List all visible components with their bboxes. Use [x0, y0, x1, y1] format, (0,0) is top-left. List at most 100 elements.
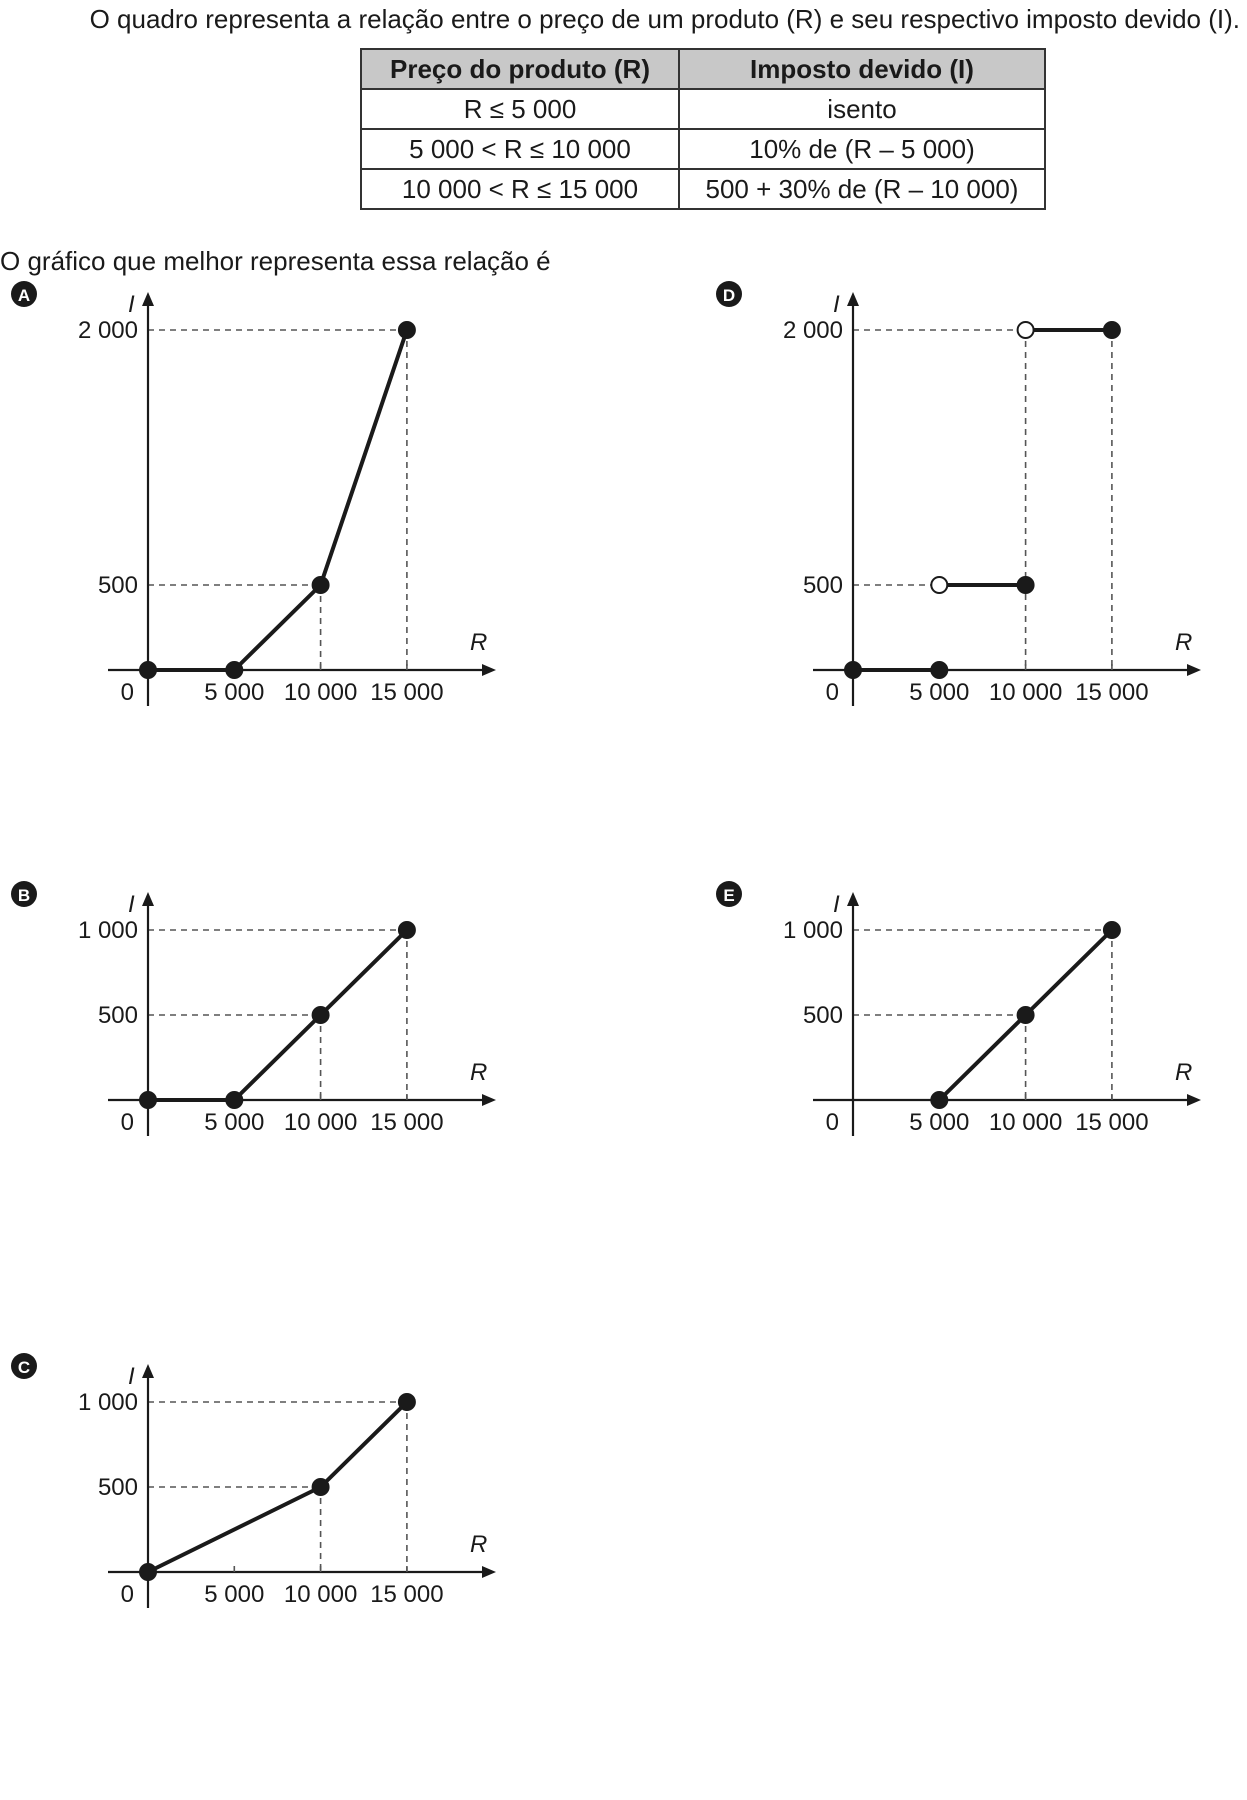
option-chart-svg: D I R 0 500 2 000 5 000 10 000 15 000: [716, 281, 1201, 706]
x-tick-label: 10 000: [284, 1581, 357, 1608]
table-cell: 10% de (R – 5 000): [678, 128, 1046, 170]
option-e-chart[interactable]: E I R 0 500 1 000 5 000 10 000 15 000: [705, 881, 1225, 1328]
y-tick-label: 2 000: [78, 317, 138, 344]
x-axis-arrow: [1187, 664, 1201, 676]
data-point-filled: [1016, 1006, 1035, 1024]
x-axis-arrow: [1187, 1094, 1201, 1106]
x-tick-label: 15 000: [370, 1109, 443, 1136]
y-tick-label: 500: [803, 1002, 843, 1029]
option-badge-letter: D: [723, 286, 735, 305]
data-point-filled: [139, 661, 157, 679]
data-point-open: [1016, 321, 1035, 339]
y-tick-label: 1 000: [783, 917, 843, 944]
y-axis-arrow: [142, 292, 154, 306]
x-tick-label: 15 000: [370, 679, 443, 706]
x-tick-label: 10 000: [284, 679, 357, 706]
data-line-segment: [148, 928, 409, 1102]
x-axis-arrow: [482, 1566, 496, 1578]
data-point-filled: [139, 1563, 157, 1581]
data-point-filled: [397, 1393, 416, 1411]
x-tick-label: 10 000: [284, 1109, 357, 1136]
x-tick-label: 15 000: [370, 1581, 443, 1608]
table-row: 5 000 < R ≤ 10 000 10% de (R – 5 000): [360, 128, 1046, 170]
data-point-open: [930, 576, 949, 594]
y-axis-label: I: [128, 891, 135, 918]
x-tick-label: 15 000: [1075, 679, 1148, 706]
x-axis-label: R: [1175, 629, 1192, 656]
option-badge-letter: A: [18, 286, 30, 305]
y-axis-label: I: [128, 291, 135, 318]
origin-label: 0: [826, 1109, 839, 1136]
table-row: 10 000 < R ≤ 15 000 500 + 30% de (R – 10…: [360, 168, 1046, 210]
option-chart-svg: E I R 0 500 1 000 5 000 10 000 15 000: [716, 881, 1201, 1136]
x-tick-label: 5 000: [204, 1581, 264, 1608]
option-chart-svg: C I R 0 500 1 000 5 000 10 000 15 000: [11, 1353, 496, 1608]
y-axis-label: I: [833, 891, 840, 918]
x-tick-label: 10 000: [989, 679, 1062, 706]
table-header-row: Preço do produto (R) Imposto devido (I): [360, 48, 1046, 90]
table-cell: isento: [678, 88, 1046, 130]
option-badge-circle: [716, 281, 742, 307]
x-tick-label: 10 000: [989, 1109, 1062, 1136]
option-a-chart[interactable]: A I R 0 500 2 000 5 000 10 000 15 000: [0, 281, 520, 728]
x-tick-label: 5 000: [204, 679, 264, 706]
table-cell: 500 + 30% de (R – 10 000): [678, 168, 1046, 210]
y-tick-label: 500: [803, 572, 843, 599]
option-badge-letter: E: [723, 886, 734, 905]
y-tick-label: 500: [98, 1474, 138, 1501]
y-axis-label: I: [833, 291, 840, 318]
tax-table: Preço do produto (R) Imposto devido (I) …: [360, 48, 1046, 210]
x-axis-arrow: [482, 664, 496, 676]
data-point-filled: [311, 576, 330, 594]
origin-label: 0: [121, 679, 134, 706]
x-axis-label: R: [470, 629, 487, 656]
y-axis-arrow: [847, 892, 859, 906]
option-chart-svg: A I R 0 500 2 000 5 000 10 000 15 000: [11, 281, 496, 706]
y-tick-label: 500: [98, 572, 138, 599]
option-badge-circle: [11, 881, 37, 907]
data-point-filled: [930, 1091, 949, 1109]
table-row: R ≤ 5 000 isento: [360, 88, 1046, 130]
data-point-filled: [844, 661, 862, 679]
y-axis-label: I: [128, 1363, 135, 1390]
table-cell: 10 000 < R ≤ 15 000: [360, 168, 680, 210]
option-c-chart[interactable]: C I R 0 500 1 000 5 000 10 000 15 000: [0, 1353, 520, 1800]
data-point-filled: [397, 921, 416, 939]
y-tick-label: 1 000: [78, 917, 138, 944]
option-chart-svg: B I R 0 500 1 000 5 000 10 000 15 000: [11, 881, 496, 1136]
data-point-filled: [397, 321, 416, 339]
y-axis-arrow: [142, 1364, 154, 1378]
data-point-filled: [311, 1006, 330, 1024]
option-badge-letter: B: [18, 886, 30, 905]
y-tick-label: 500: [98, 1002, 138, 1029]
table-cell: R ≤ 5 000: [360, 88, 680, 130]
x-tick-label: 5 000: [909, 1109, 969, 1136]
data-point-filled: [1016, 576, 1035, 594]
x-tick-label: 15 000: [1075, 1109, 1148, 1136]
intro-text: O quadro representa a relação entre o pr…: [89, 4, 1240, 34]
table-cell: 5 000 < R ≤ 10 000: [360, 128, 680, 170]
data-line-segment: [148, 329, 409, 672]
data-point-filled: [1102, 321, 1121, 339]
option-badge-circle: [11, 281, 37, 307]
x-axis-arrow: [482, 1094, 496, 1106]
data-point-filled: [930, 661, 949, 679]
option-d-chart[interactable]: D I R 0 500 2 000 5 000 10 000 15 000: [705, 281, 1225, 728]
x-tick-label: 5 000: [909, 679, 969, 706]
option-badge-circle: [11, 1353, 37, 1379]
x-tick-label: 5 000: [204, 1109, 264, 1136]
option-badge-letter: C: [18, 1358, 30, 1377]
y-tick-label: 2 000: [783, 317, 843, 344]
data-point-filled: [225, 1091, 244, 1109]
data-point-filled: [225, 661, 244, 679]
option-b-chart[interactable]: B I R 0 500 1 000 5 000 10 000 15 000: [0, 881, 520, 1328]
option-badge-circle: [716, 881, 742, 907]
x-axis-label: R: [470, 1531, 487, 1558]
origin-label: 0: [121, 1581, 134, 1608]
y-tick-label: 1 000: [78, 1389, 138, 1416]
origin-label: 0: [826, 679, 839, 706]
origin-label: 0: [121, 1109, 134, 1136]
y-axis-arrow: [847, 292, 859, 306]
x-axis-label: R: [1175, 1059, 1192, 1086]
table-header-price: Preço do produto (R): [360, 48, 680, 90]
